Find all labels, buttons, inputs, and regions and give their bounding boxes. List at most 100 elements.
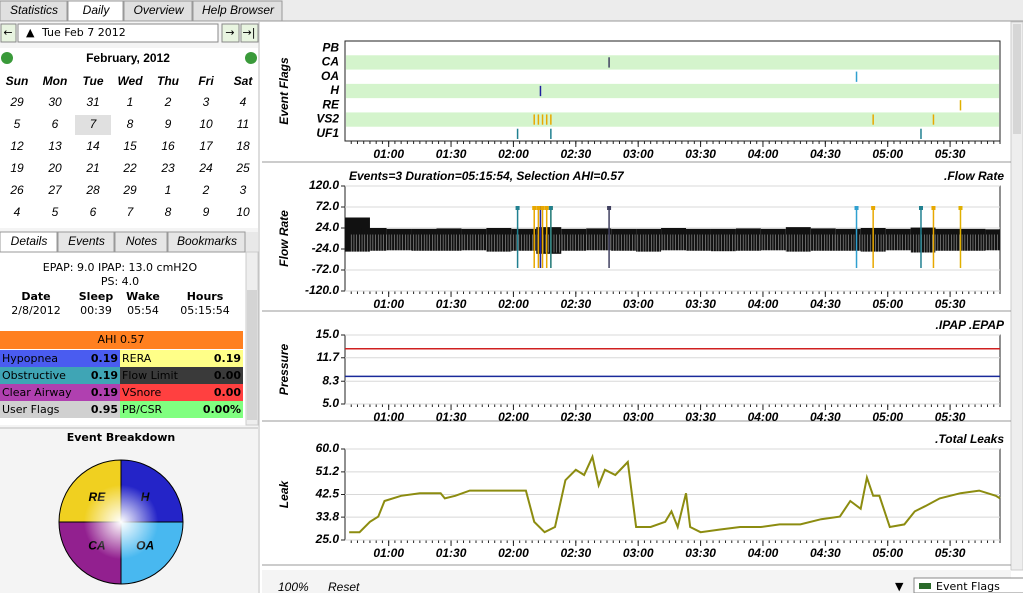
- flag-name: OA: [321, 69, 339, 83]
- selected-day[interactable]: [75, 115, 111, 135]
- calendar-day[interactable]: 6: [90, 205, 97, 219]
- calendar-day[interactable]: 5: [14, 117, 21, 131]
- calendar-day[interactable]: 9: [165, 117, 172, 131]
- details-tab[interactable]: [0, 231, 58, 253]
- scrollbar[interactable]: [1010, 21, 1023, 571]
- y-axis-label: Pressure: [277, 343, 291, 395]
- y-tick-label: 51.2: [316, 464, 340, 478]
- calendar-day[interactable]: 9: [203, 205, 210, 219]
- next-month[interactable]: [245, 52, 257, 64]
- prev-day[interactable]: [0, 23, 17, 43]
- ahi-bar: [0, 331, 243, 349]
- reset-button[interactable]: Reset: [328, 580, 360, 593]
- calendar-day[interactable]: 10: [199, 117, 213, 131]
- stat-label: Obstructive: [2, 369, 66, 382]
- tab-label: Overview: [133, 3, 184, 17]
- calendar: [0, 48, 258, 228]
- tab[interactable]: [0, 0, 68, 22]
- breakdown-title: Event Breakdown: [67, 431, 176, 444]
- calendar-day[interactable]: 10: [236, 205, 250, 219]
- calendar-day[interactable]: 17: [199, 139, 214, 153]
- calendar-day[interactable]: 3: [240, 183, 247, 197]
- calendar-day[interactable]: 5: [52, 205, 59, 219]
- calendar-day[interactable]: 3: [203, 95, 210, 109]
- flow-event-marker: [918, 206, 923, 210]
- stat-value: 0.00: [214, 369, 241, 382]
- x-tick-label: 04:00: [748, 410, 779, 424]
- weekday: Fri: [198, 74, 214, 88]
- calendar-day[interactable]: 23: [160, 161, 175, 175]
- flow-segment: [810, 228, 836, 251]
- tab-label: Statistics: [10, 3, 58, 17]
- date-combo[interactable]: [17, 23, 219, 43]
- flag-row-band: [346, 112, 999, 127]
- calendar-day[interactable]: 16: [161, 139, 175, 153]
- calendar-day[interactable]: 1: [127, 95, 134, 109]
- calendar-day[interactable]: 14: [86, 139, 100, 153]
- calendar-day[interactable]: 7: [90, 117, 98, 131]
- calendar-day[interactable]: 29: [9, 95, 24, 109]
- tab[interactable]: [123, 0, 193, 22]
- last-day[interactable]: [240, 23, 259, 43]
- y-tick-label: 11.7: [317, 350, 341, 364]
- calendar-day[interactable]: 27: [47, 183, 63, 197]
- stat-label: RERA: [122, 352, 152, 365]
- calendar-day[interactable]: 22: [122, 161, 137, 175]
- calendar-day[interactable]: 19: [10, 161, 24, 175]
- prev-month[interactable]: [1, 52, 13, 64]
- calendar-day[interactable]: 2: [202, 183, 210, 197]
- x-tick-label: 01:30: [436, 297, 467, 311]
- x-tick-label: 03:30: [685, 147, 716, 161]
- scroll-thumb[interactable]: [247, 290, 257, 420]
- calendar-day[interactable]: 15: [123, 139, 137, 153]
- column-header: Wake: [126, 290, 160, 303]
- calendar-day[interactable]: 4: [240, 95, 247, 109]
- flow-segment: [461, 228, 487, 251]
- flow-event-marker: [536, 206, 541, 210]
- calendar-day[interactable]: 25: [235, 161, 250, 175]
- y-axis-label: Event Flags: [277, 57, 291, 125]
- calendar-day[interactable]: 4: [14, 205, 21, 219]
- calendar-day[interactable]: 29: [122, 183, 137, 197]
- calendar-day[interactable]: 8: [165, 205, 172, 219]
- graph-legend: .Flow Rate: [944, 169, 1004, 183]
- calendar-day[interactable]: 12: [10, 139, 24, 153]
- calendar-day[interactable]: 28: [85, 183, 100, 197]
- tab[interactable]: [192, 0, 283, 22]
- scroll-thumb[interactable]: [1013, 24, 1021, 134]
- tab[interactable]: [67, 0, 124, 22]
- x-tick-label: 04:30: [810, 147, 841, 161]
- details-tab[interactable]: [57, 231, 115, 253]
- calendar-day[interactable]: 20: [47, 161, 62, 175]
- calendar-day[interactable]: 1: [165, 183, 172, 197]
- calendar-day[interactable]: 31: [86, 95, 99, 109]
- calendar-day[interactable]: 21: [85, 161, 99, 175]
- calendar-day[interactable]: 7: [127, 205, 135, 219]
- flag-row-band: [346, 83, 999, 99]
- next-day[interactable]: [221, 23, 240, 43]
- calendar-day[interactable]: 11: [237, 117, 249, 131]
- flow-segment: [486, 228, 512, 252]
- x-tick-label: 03:00: [623, 546, 654, 560]
- calendar-day[interactable]: 13: [48, 139, 62, 153]
- calendar-day[interactable]: 26: [9, 183, 24, 197]
- column-value: 05:54: [127, 304, 159, 317]
- x-tick-label: 01:00: [373, 410, 404, 424]
- calendar-day[interactable]: 24: [198, 161, 213, 175]
- calendar-day[interactable]: 2: [164, 95, 172, 109]
- graph-selector[interactable]: [913, 577, 1023, 593]
- graph-legend: .IPAP .EPAP: [936, 318, 1005, 332]
- flow-event-marker: [532, 206, 537, 210]
- y-tick-label: 120.0: [309, 178, 339, 192]
- flag-row-band: [346, 55, 999, 70]
- calendar-day[interactable]: 6: [52, 117, 59, 131]
- calendar-day[interactable]: 8: [127, 117, 134, 131]
- calendar-day[interactable]: 30: [48, 95, 62, 109]
- details-tab[interactable]: [114, 231, 168, 253]
- x-tick-label: 03:00: [623, 410, 654, 424]
- details-tab[interactable]: [167, 231, 246, 253]
- calendar-day[interactable]: 18: [236, 139, 250, 153]
- x-tick-label: 04:00: [748, 546, 779, 560]
- stat-cell: [120, 367, 243, 384]
- stat-label: Hypopnea: [2, 352, 58, 365]
